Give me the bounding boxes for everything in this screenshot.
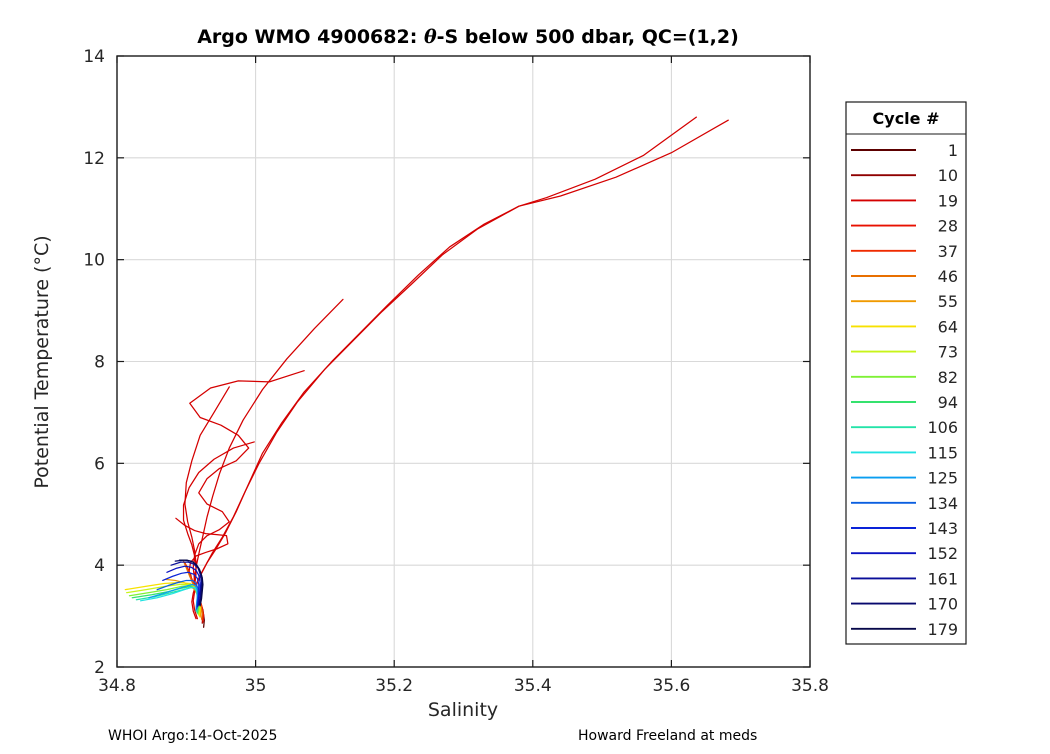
legend-item-label: 10 [938,166,958,185]
legend-item-label: 55 [938,292,958,311]
footer-left: WHOI Argo:14-Oct-2025 [108,728,277,744]
legend-item[interactable]: 19 [851,191,958,210]
legend-item-label: 179 [927,620,958,639]
legend-item-label: 82 [938,368,958,387]
x-axis-label: Salinity [428,699,498,721]
legend[interactable]: Cycle # 1 10 19 28 37 46 55 64 73 82 94 106 115 125 134… [845,101,967,645]
legend-item-label: 64 [938,317,958,336]
x-tick-label: 35 [245,676,267,696]
series-line [192,116,697,620]
legend-item[interactable]: 1 [851,141,958,160]
legend-item-label: 161 [927,569,958,588]
legend-item[interactable]: 115 [851,443,958,462]
x-tick-label: 35.2 [375,676,413,696]
series-line [178,559,204,607]
legend-item[interactable]: 28 [851,217,958,236]
legend-title: Cycle # [873,109,940,128]
legend-item-label: 106 [927,418,958,437]
y-tick-label: 8 [94,353,105,373]
legend-item-label: 1 [948,141,958,160]
axis-ticks: 34.8 35 35.2 35.4 35.6 35.8 2 4 6 8 10 12 14 [83,47,829,696]
legend-item-label: 143 [927,519,958,538]
legend-item[interactable]: 10 [851,166,958,185]
legend-item-label: 73 [938,343,958,362]
series-line [162,571,200,608]
legend-item[interactable]: 152 [851,544,958,563]
legend-item-label: 134 [927,494,958,513]
legend-item-label: 19 [938,191,958,210]
legend-item[interactable]: 55 [851,292,958,311]
legend-item[interactable]: 73 [851,343,958,362]
series-line [189,370,305,582]
data-series-layer [124,116,729,628]
legend-item[interactable]: 37 [851,242,958,261]
legend-item[interactable]: 94 [851,393,958,412]
gridlines [117,56,810,667]
footer-right: Howard Freeland at meds [578,728,757,744]
legend-item[interactable]: 64 [851,317,958,336]
legend-item-label: 46 [938,267,958,286]
y-tick-label: 2 [94,658,105,678]
legend-item-label: 170 [927,595,958,614]
legend-item[interactable]: 170 [851,595,958,614]
y-tick-label: 4 [94,556,105,576]
x-tick-label: 35.6 [652,676,690,696]
page-title: Argo WMO 4900682: θ-S below 500 dbar, QC… [197,26,739,48]
x-tick-label: 35.4 [514,676,552,696]
x-tick-label: 35.8 [791,676,829,696]
legend-item[interactable]: 161 [851,569,958,588]
legend-item-label: 37 [938,242,958,261]
legend-item[interactable]: 125 [851,469,958,488]
y-tick-label: 12 [83,149,105,169]
legend-item-label: 94 [938,393,958,412]
legend-item-label: 115 [927,443,958,462]
legend-item[interactable]: 134 [851,494,958,513]
legend-item[interactable]: 82 [851,368,958,387]
y-tick-label: 14 [83,47,105,67]
legend-item-label: 152 [927,544,958,563]
y-axis-label: Potential Temperature (°C) [31,235,53,488]
legend-item[interactable]: 143 [851,519,958,538]
series-line [182,441,255,568]
legend-item-label: 125 [927,469,958,488]
y-tick-label: 10 [83,251,105,271]
legend-item[interactable]: 179 [851,620,958,639]
series-line [170,561,203,606]
x-tick-label: 34.8 [98,676,136,696]
legend-item[interactable]: 46 [851,267,958,286]
y-tick-label: 6 [94,454,105,474]
legend-item-label: 28 [938,217,958,236]
legend-item[interactable]: 106 [851,418,958,437]
series-line [192,298,344,589]
y-axis-label-group: Potential Temperature (°C) [31,235,53,488]
series-line [166,565,201,607]
